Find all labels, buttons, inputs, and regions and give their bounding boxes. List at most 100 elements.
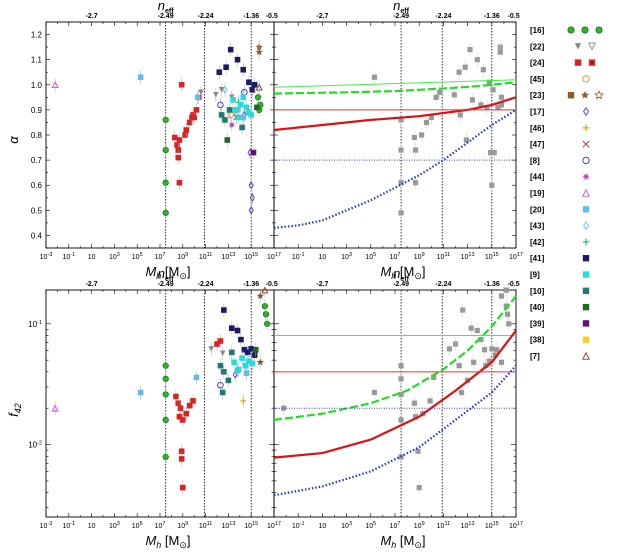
x-axis-label: Mh [M⊙] <box>145 264 190 281</box>
background-point <box>490 87 496 93</box>
data-point <box>182 132 188 138</box>
legend-entry: [46] <box>530 124 590 133</box>
y-tick-label: 1.2 <box>31 31 43 40</box>
legend-label: [16] <box>530 26 545 35</box>
data-point <box>239 124 245 131</box>
legend-marker <box>574 59 582 66</box>
legend-marker <box>582 303 590 311</box>
data-point <box>162 453 169 461</box>
legend-marker <box>588 42 596 51</box>
series-ref44ref <box>229 117 235 132</box>
data-point <box>229 349 235 356</box>
legend-label: [17] <box>530 108 545 117</box>
background-point <box>411 400 417 406</box>
neff-tick-label: -2.7 <box>86 281 98 288</box>
data-point <box>175 147 182 153</box>
legend-label: [44] <box>530 173 545 182</box>
background-point <box>498 359 505 365</box>
legend-entry: [44] <box>530 173 590 182</box>
x-tick-label: 10-1 <box>292 252 305 261</box>
legend-marker <box>582 271 590 278</box>
x-tick-label: 10 <box>319 254 327 261</box>
background-point <box>481 347 488 353</box>
data-point <box>235 114 242 121</box>
background-point <box>487 149 494 156</box>
x-tick-label: 107 <box>390 252 401 261</box>
neff-tick-label: -2.24 <box>198 281 214 288</box>
data-point <box>248 346 254 352</box>
legend-label: [45] <box>530 75 545 84</box>
background-point <box>462 64 468 70</box>
series-ref41ref <box>221 303 258 363</box>
background-point <box>484 104 490 110</box>
background-point <box>498 293 505 299</box>
background-point <box>458 389 465 396</box>
y-tick-label: 0.6 <box>31 181 43 190</box>
background-point <box>416 485 422 491</box>
data-point <box>173 393 179 400</box>
series-ref9ref <box>230 90 254 125</box>
data-point <box>162 179 169 186</box>
neff-tick-label: -0.5 <box>508 281 520 288</box>
background-point <box>486 79 492 85</box>
data-point <box>180 484 186 491</box>
background-point <box>474 327 480 334</box>
curve-green-thin <box>273 79 517 88</box>
series-ref10ref <box>217 345 235 400</box>
y-axis-label-f42: f42 <box>6 403 23 417</box>
x-axis-label: Mh [M⊙] <box>380 533 425 550</box>
data-point <box>254 94 262 101</box>
x-tick-label: 1015 <box>244 521 258 530</box>
legend-marker <box>581 26 589 34</box>
curve-green-dashed <box>273 81 517 95</box>
legend-marker <box>595 26 603 34</box>
data-point <box>191 114 197 121</box>
data-point <box>190 398 196 404</box>
neff-tick-label: -0.5 <box>266 13 278 20</box>
neff-tick-label: -2.7 <box>86 13 98 20</box>
series-ref22ref <box>208 341 226 361</box>
data-point <box>162 362 169 369</box>
background-point <box>480 67 486 73</box>
data-point <box>162 375 169 382</box>
legend-marker <box>582 156 590 165</box>
series-ref10ref <box>218 102 245 135</box>
background-points <box>281 287 512 495</box>
legend-label: [38] <box>530 336 545 345</box>
legend-label: [46] <box>530 124 545 133</box>
legend-entry: [20] <box>530 205 590 214</box>
x-tick-label: 109 <box>177 252 188 261</box>
legend-marker <box>582 124 590 131</box>
panel-frame <box>45 21 275 249</box>
x-tick-label: 109 <box>414 252 425 261</box>
x-tick-label: 1015 <box>485 252 499 261</box>
top-axis-label: neff <box>393 0 409 15</box>
data-point <box>227 46 234 53</box>
data-point <box>251 352 258 358</box>
data-point <box>198 89 204 96</box>
neff-tick-label: -2.24 <box>198 13 214 20</box>
legend-marker <box>583 106 589 117</box>
legend-label: [40] <box>530 303 545 312</box>
background-point <box>471 359 477 365</box>
background-point <box>495 104 501 110</box>
series-ref43ref <box>222 82 228 97</box>
curve-green-dashed <box>273 295 517 421</box>
data-point <box>261 303 268 310</box>
panel-br: 10-1 10 103 105 107 109 1011 1013 1015 1017 -2.7 -2… <box>273 266 523 550</box>
curve-blue-dotted <box>273 364 517 497</box>
data-point <box>137 389 144 396</box>
neff-tick-label: -0.5 <box>508 13 520 20</box>
legend-label: [41] <box>530 254 545 263</box>
data-point <box>254 104 260 111</box>
legend-label: [23] <box>530 91 545 100</box>
background-point <box>478 336 484 343</box>
background-point <box>498 94 505 100</box>
data-point <box>238 336 244 343</box>
background-point <box>423 119 430 126</box>
x-tick-label: 1011 <box>437 252 451 261</box>
series-ref7ref <box>261 286 269 298</box>
series-ref22ref <box>198 82 235 105</box>
data-point <box>256 292 264 300</box>
neff-tick-label: -2.7 <box>316 13 328 20</box>
